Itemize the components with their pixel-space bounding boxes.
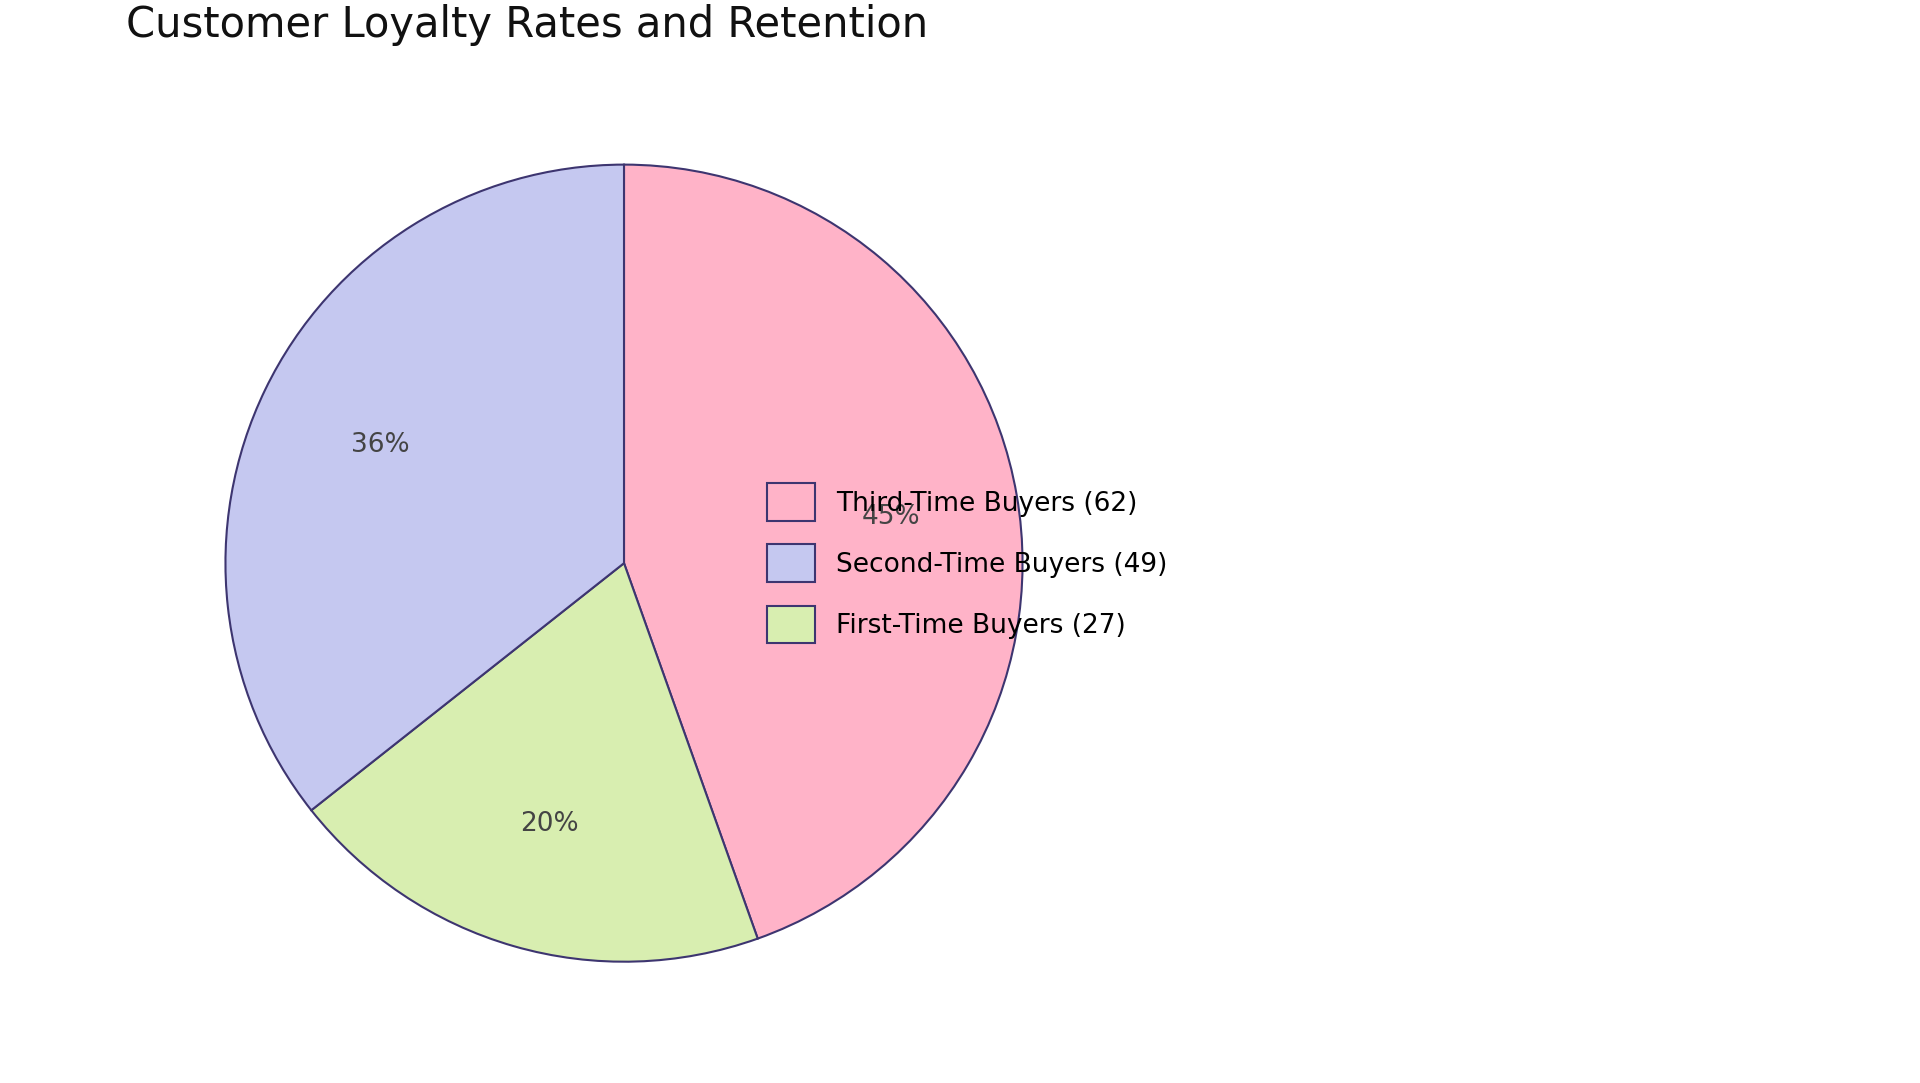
Text: 20%: 20%	[520, 810, 578, 837]
Text: Customer Loyalty Rates and Retention: Customer Loyalty Rates and Retention	[127, 4, 927, 47]
Wedge shape	[311, 563, 758, 962]
Legend: Third-Time Buyers (62), Second-Time Buyers (49), First-Time Buyers (27): Third-Time Buyers (62), Second-Time Buye…	[756, 473, 1177, 653]
Wedge shape	[624, 165, 1023, 939]
Text: 36%: 36%	[351, 432, 409, 458]
Wedge shape	[225, 165, 624, 810]
Text: 45%: 45%	[862, 504, 920, 530]
